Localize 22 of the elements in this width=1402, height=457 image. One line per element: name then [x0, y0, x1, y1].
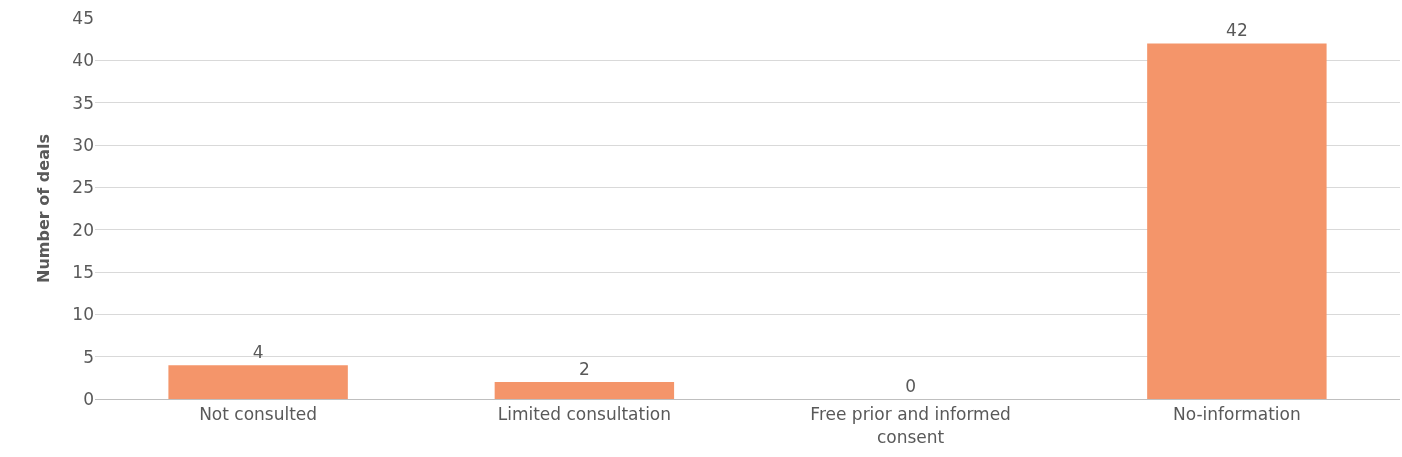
y-tick-label: 40 [72, 50, 94, 71]
x-tick-label: Free prior and informed consent [810, 404, 1011, 447]
bar [494, 382, 675, 399]
y-tick-label: 45 [72, 7, 94, 28]
y-tick-label: 0 [83, 388, 94, 409]
bar [168, 365, 348, 399]
x-tick-label: No-information [1173, 404, 1301, 425]
y-tick-label: 25 [72, 177, 94, 198]
data-label: 4 [252, 342, 264, 363]
x-tick-label: Limited consultation [497, 404, 672, 425]
y-tick-label: 5 [83, 346, 94, 367]
y-tick-label: 20 [72, 219, 94, 240]
y-tick-label: 35 [72, 92, 94, 113]
x-tick-label: Not consulted [199, 404, 318, 425]
y-axis-title: Number of deals [34, 134, 54, 283]
y-tick-label: 10 [72, 304, 94, 325]
y-tick-label: 15 [72, 261, 94, 282]
data-label: 42 [1226, 20, 1248, 41]
data-label: 2 [578, 359, 590, 380]
y-tick-label: 30 [72, 134, 94, 155]
data-label: 0 [905, 376, 917, 396]
bar [1147, 43, 1327, 399]
